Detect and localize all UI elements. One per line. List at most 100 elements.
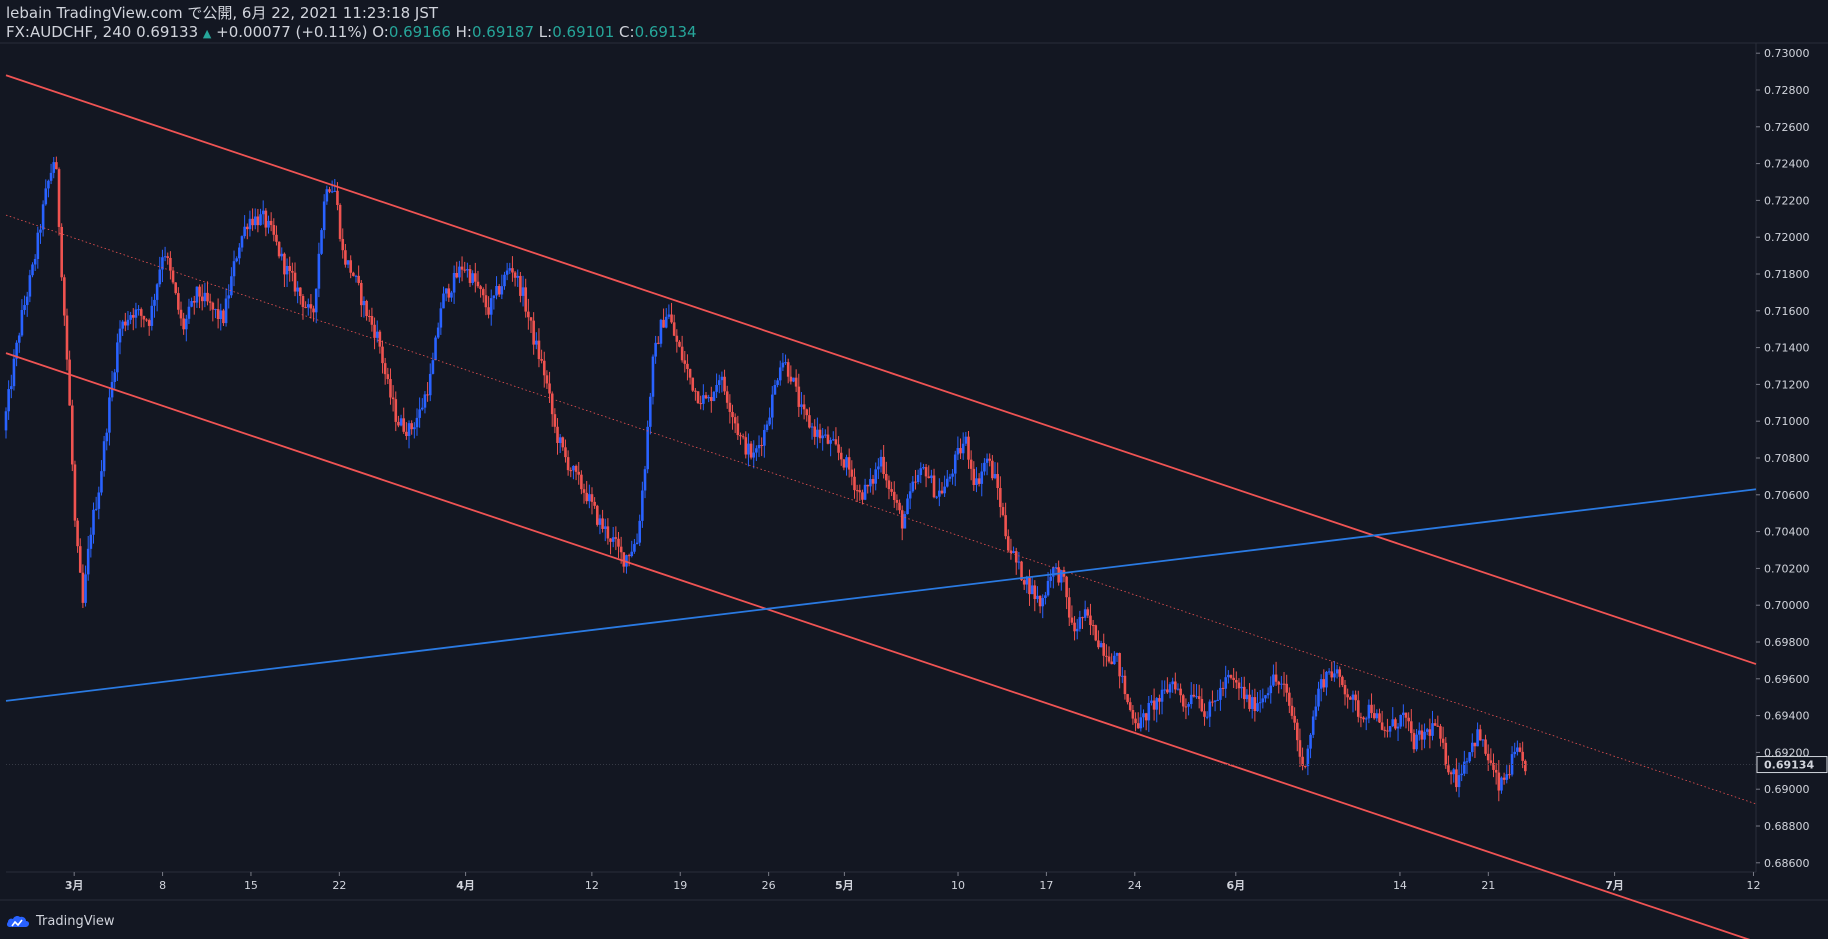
candle-body <box>664 316 668 328</box>
candle-body <box>418 409 421 418</box>
candle-body <box>60 226 63 278</box>
candle-body <box>235 258 238 262</box>
candle-body <box>468 269 472 283</box>
candle-up <box>33 254 37 271</box>
tradingview-cloud-icon <box>6 915 30 927</box>
open-label: O: <box>372 23 389 41</box>
candle-up <box>1160 680 1164 715</box>
candle-down <box>1404 712 1408 729</box>
candle-down <box>686 354 689 381</box>
candle-body <box>1349 697 1352 700</box>
candle-down <box>1033 580 1037 612</box>
candle-down <box>1274 661 1278 686</box>
candle-down <box>582 483 586 504</box>
candle-down <box>853 468 856 499</box>
candle-down <box>609 538 612 555</box>
candle-down <box>1330 661 1334 682</box>
candle-body <box>381 346 384 364</box>
candle-up <box>1314 694 1318 720</box>
candle-body <box>306 304 310 308</box>
candle-body <box>977 478 981 484</box>
candle-down <box>1123 670 1127 700</box>
candle-body <box>1521 751 1524 761</box>
candle-down <box>1126 693 1129 705</box>
candle-up <box>495 276 498 300</box>
candle-body <box>1399 714 1402 727</box>
price-axis[interactable]: 0.73000 0.72800 0.72600 0.72400 0.72200 0.720… <box>1756 47 1810 870</box>
candle-body <box>328 189 331 192</box>
drawings-layer[interactable] <box>5 74 1757 939</box>
candle-down <box>1197 684 1201 709</box>
candle-up <box>325 185 329 205</box>
candle-up <box>466 262 469 278</box>
candle-up <box>500 274 504 300</box>
candle-body <box>410 423 413 430</box>
candle-body <box>580 474 583 490</box>
low-value: 0.69101 <box>552 23 615 41</box>
candle-body <box>389 379 392 398</box>
symbol-label[interactable]: FX:AUDCHF, 240 <box>6 23 132 41</box>
candle-up <box>375 320 379 343</box>
candle-body <box>333 190 337 192</box>
candle-body <box>362 300 366 306</box>
candle-body <box>1025 577 1029 585</box>
channel-lower-line[interactable] <box>5 352 1756 939</box>
candle-body <box>1370 704 1373 714</box>
candle-down <box>1380 710 1384 731</box>
candle-body <box>309 304 313 309</box>
candle-down <box>678 340 681 348</box>
candle-body <box>1261 698 1265 703</box>
candle-up <box>1115 652 1119 662</box>
candle-down <box>131 308 135 331</box>
candle-down <box>1420 724 1424 751</box>
candle-down <box>744 431 748 459</box>
candle-body <box>850 469 854 477</box>
candle-body <box>1375 713 1379 719</box>
channel-upper-line[interactable] <box>5 74 1757 665</box>
candle-up <box>874 462 877 491</box>
candle-body <box>938 490 941 497</box>
candle-body <box>25 296 29 306</box>
candle-down <box>1158 694 1161 715</box>
candle-body <box>1280 683 1283 685</box>
candle-body <box>1319 679 1323 689</box>
candle-down <box>1181 693 1185 712</box>
candle-body <box>1303 765 1307 767</box>
candle-body <box>1012 551 1015 554</box>
candle-body <box>1325 671 1328 688</box>
candle-up <box>1513 742 1517 758</box>
candle-up <box>521 275 525 307</box>
candle-up <box>1317 681 1320 711</box>
candle-down <box>1349 695 1352 700</box>
candle-body <box>1293 715 1296 723</box>
candle-body <box>1120 675 1124 677</box>
candle-up <box>163 246 167 262</box>
candle-body <box>1317 688 1320 707</box>
candle-down <box>1370 693 1373 718</box>
trend-line[interactable] <box>5 488 1757 702</box>
footer-brand[interactable]: TradingView <box>6 910 115 932</box>
candle-down <box>1486 744 1490 771</box>
candle-body <box>31 264 34 276</box>
candle-body <box>1388 726 1392 732</box>
candle-down <box>78 538 82 573</box>
candle-down <box>1179 683 1182 703</box>
candle-up <box>611 526 615 548</box>
candle-up <box>654 335 657 364</box>
candle-up <box>768 407 771 427</box>
candle-down <box>731 404 734 430</box>
candle-body <box>293 272 297 292</box>
candle-down <box>216 298 220 329</box>
candle-body <box>1463 761 1466 774</box>
candle-down <box>1006 529 1010 553</box>
candle-body <box>1457 775 1461 788</box>
candle-body <box>1447 765 1450 773</box>
time-axis[interactable]: 3月 8 15 22 4月 12 19 26 5月 10 17 24 6月 14 21 7月 12 <box>65 872 1761 892</box>
candle-body <box>1378 713 1381 723</box>
y-tick-label: 0.68800 <box>1764 820 1810 833</box>
x-tick-label: 26 <box>762 879 776 892</box>
candle-up <box>757 435 761 458</box>
candle-up <box>118 320 122 355</box>
candle-body <box>47 180 50 189</box>
